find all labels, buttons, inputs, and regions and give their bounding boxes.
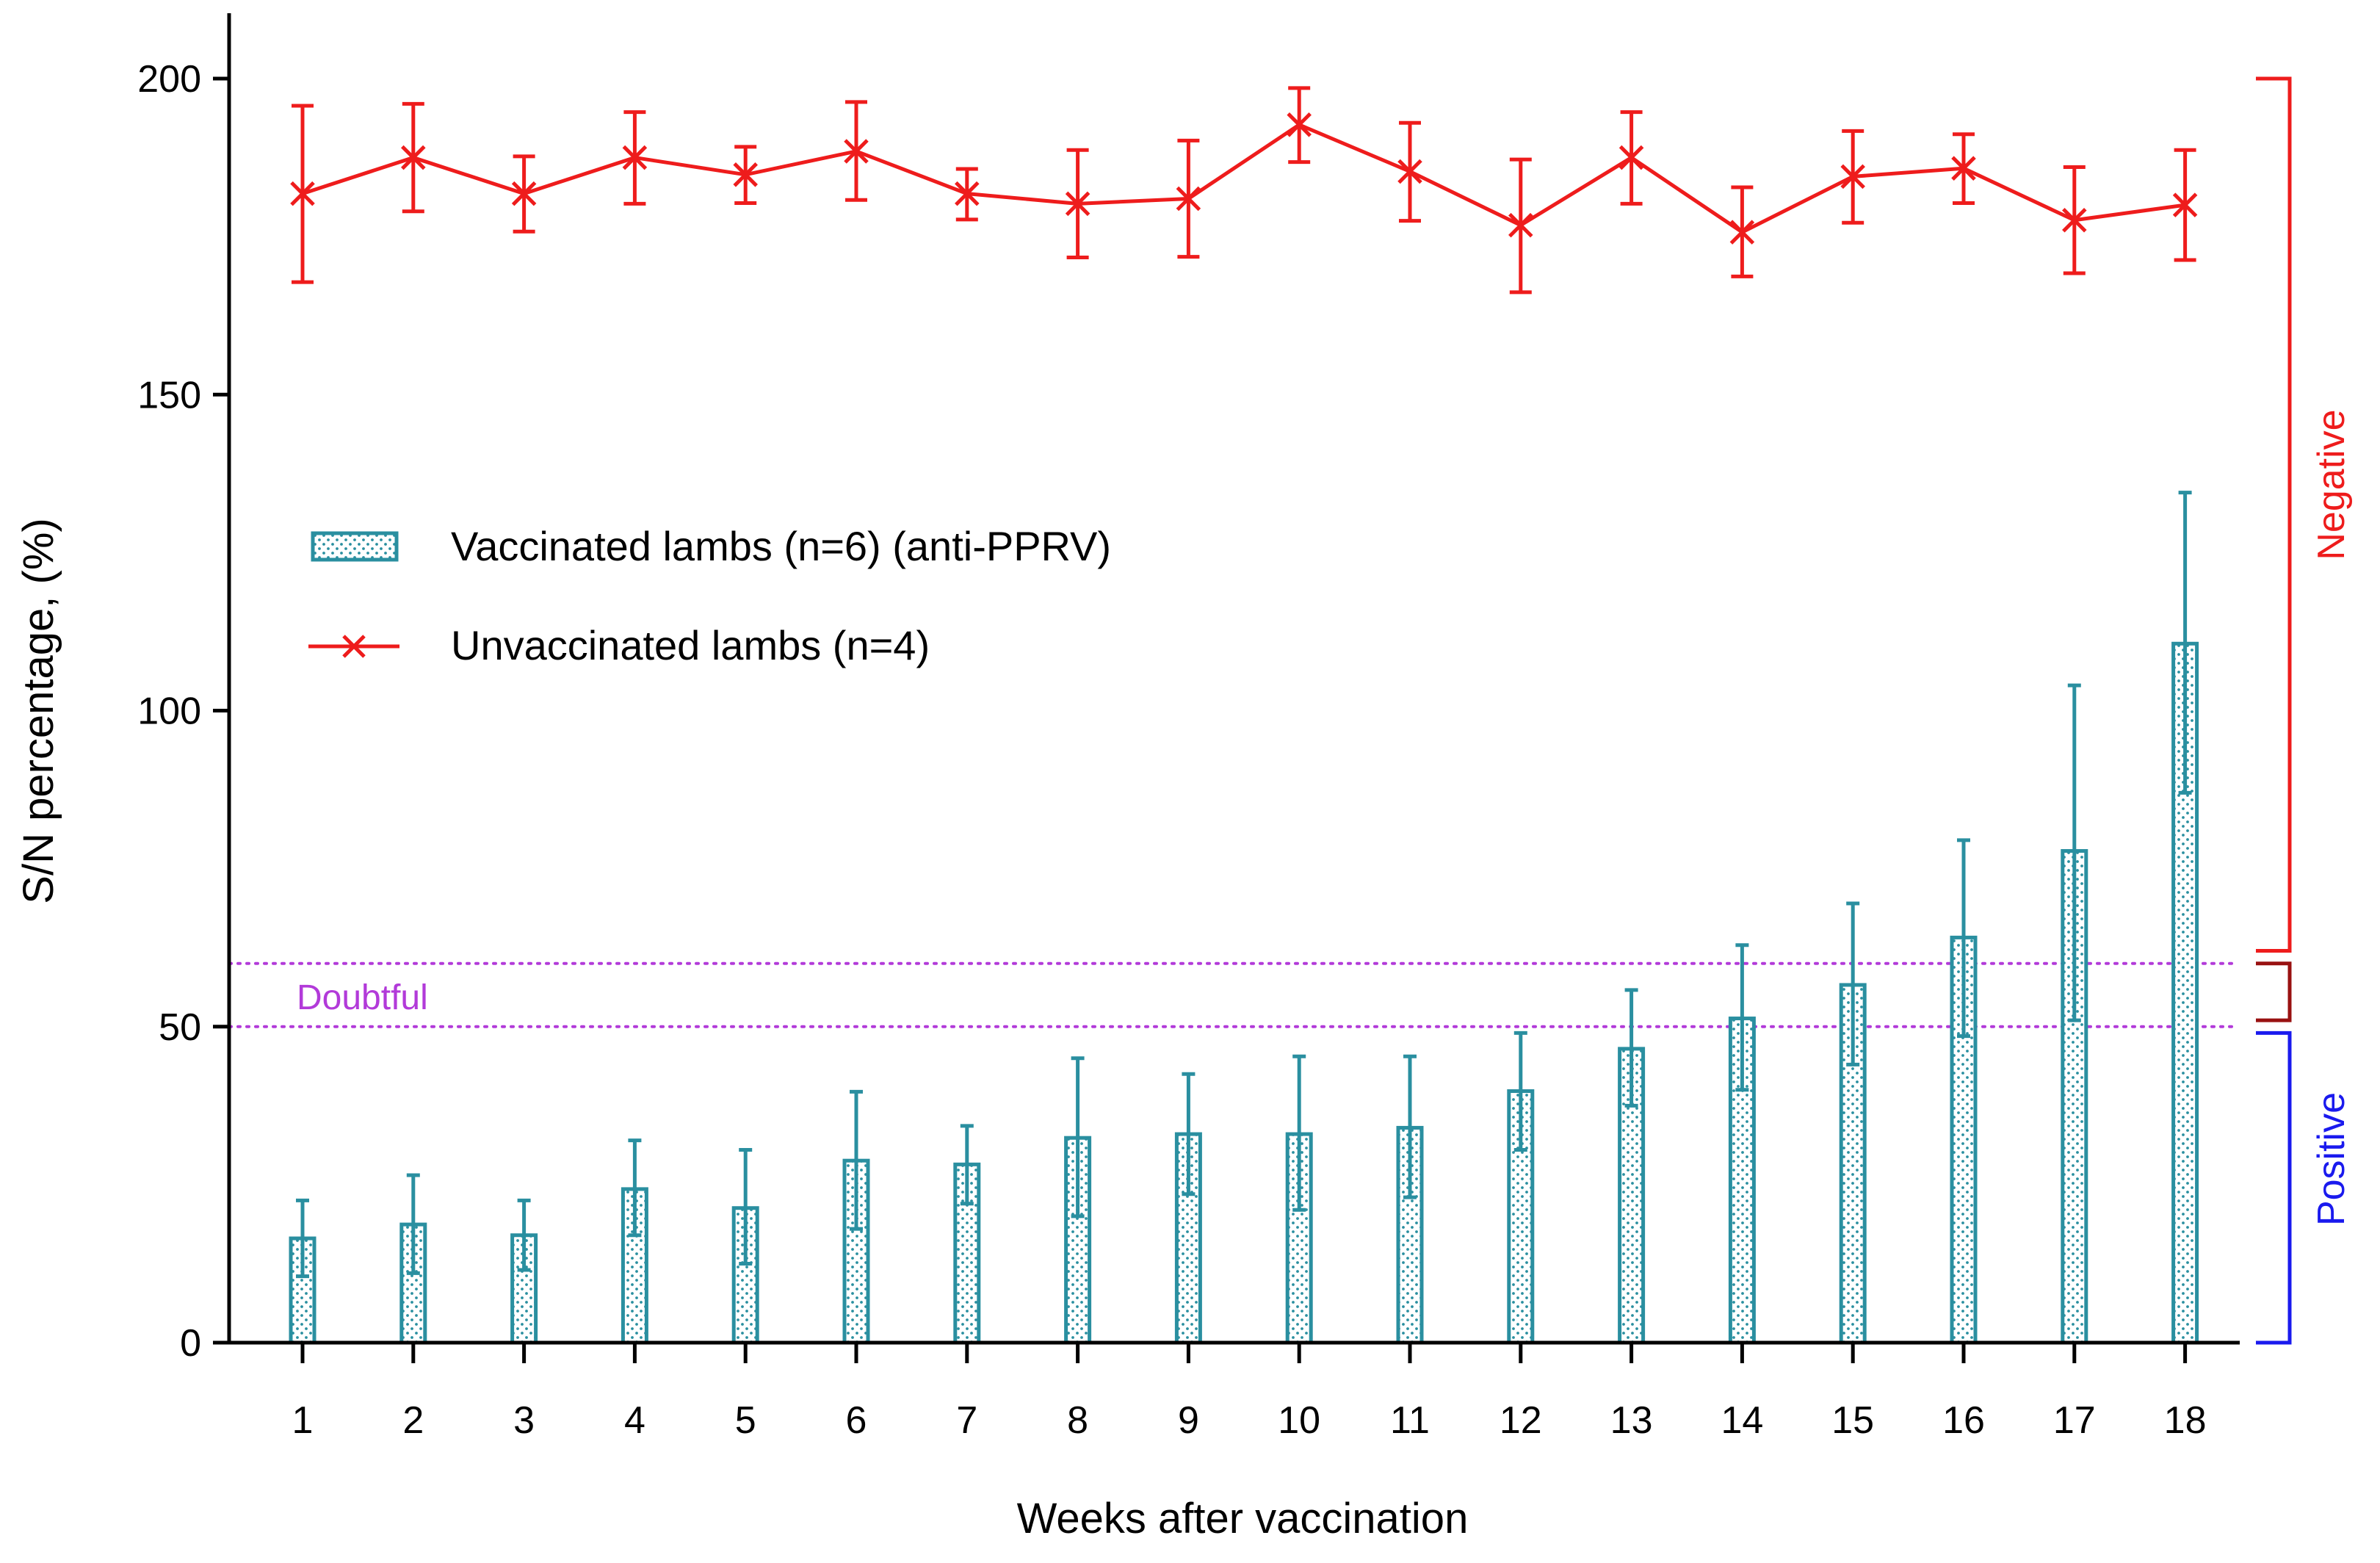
x-marker-stroke: [2062, 207, 2087, 233]
legend-swatch-vaccinated: [311, 531, 399, 562]
line-marker-week-18: [2172, 192, 2198, 217]
line-marker-week-14: [1729, 220, 1755, 245]
y-tick-label-50: 50: [159, 1006, 201, 1049]
line-marker-week-12: [1508, 212, 1533, 238]
x-marker-stroke: [511, 181, 537, 206]
x-tick-label-7: 7: [956, 1399, 977, 1442]
x-tick-label-18: 18: [2164, 1399, 2207, 1442]
line-marker-week-17: [2062, 207, 2087, 233]
line-marker-week-5: [733, 162, 758, 187]
x-marker-stroke: [622, 145, 648, 170]
x-tick-label-17: 17: [2053, 1399, 2096, 1442]
x-marker-stroke: [1397, 159, 1422, 184]
line-marker-week-10: [1287, 112, 1312, 137]
x-axis-label: Weeks after vaccination: [1017, 1495, 1469, 1542]
x-tick-label-16: 16: [1942, 1399, 1985, 1442]
x-marker-stroke: [1508, 212, 1533, 238]
x-marker-stroke: [1287, 112, 1312, 137]
line-unvaccinated: [302, 123, 2185, 234]
y-axis-label: S/N percentage, (%): [15, 518, 62, 903]
x-marker-stroke: [1729, 220, 1755, 245]
doubtful-bracket: [2256, 961, 2292, 1022]
x-marker-stroke: [733, 162, 758, 187]
line-marker-week-13: [1618, 145, 1644, 170]
legend: Vaccinated lambs (n=6) (anti-PPRV) Unvacc…: [308, 523, 1111, 668]
x-tick-label-4: 4: [624, 1399, 645, 1442]
line-marker-week-6: [844, 139, 869, 164]
y-tick-label-100: 100: [137, 690, 201, 733]
x-marker-stroke: [844, 139, 869, 164]
positive-label: Positive: [2310, 1092, 2353, 1226]
x-tick-label-15: 15: [1831, 1399, 1874, 1442]
line-marker-week-15: [1840, 164, 1865, 189]
y-tick-label-150: 150: [137, 374, 201, 416]
x-marker-stroke: [401, 145, 426, 170]
x-tick-label-9: 9: [1178, 1399, 1199, 1442]
x-tick-label-2: 2: [402, 1399, 424, 1442]
x-marker-stroke: [1176, 186, 1201, 212]
x-marker-stroke: [1065, 191, 1090, 217]
line-marker-week-8: [1065, 191, 1090, 217]
bar-week-10: [1285, 1132, 1313, 1345]
negative-label: Negative: [2310, 409, 2353, 560]
line-marker-week-11: [1397, 159, 1422, 184]
x-marker-stroke: [1840, 164, 1865, 189]
x-marker-stroke: [1618, 145, 1644, 170]
x-tick-label-5: 5: [735, 1399, 756, 1442]
line-marker-week-4: [622, 145, 648, 170]
x-tick-label-10: 10: [1278, 1399, 1320, 1442]
line-marker-week-9: [1176, 186, 1201, 212]
x-tick-label-6: 6: [846, 1399, 867, 1442]
negative-bracket: [2256, 76, 2292, 953]
x-tick-label-12: 12: [1500, 1399, 1542, 1442]
doubtful-label: Doubtful: [297, 978, 428, 1017]
y-tick-label-0: 0: [180, 1322, 201, 1365]
positive-bracket: [2256, 1030, 2292, 1345]
legend-label-vaccinated: Vaccinated lambs (n=6) (anti-PPRV): [451, 523, 1111, 569]
x-marker-stroke: [1951, 156, 1976, 181]
line-marker-week-1: [290, 181, 315, 206]
x-marker-stroke: [955, 181, 980, 206]
x-tick-label-11: 11: [1390, 1399, 1430, 1442]
legend-label-unvaccinated: Unvaccinated lambs (n=4): [451, 622, 930, 668]
line-marker-week-3: [511, 181, 537, 206]
x-marker-stroke: [2172, 192, 2198, 217]
line-marker-week-7: [955, 181, 980, 206]
x-tick-label-3: 3: [513, 1399, 535, 1442]
y-tick-label-200: 200: [137, 58, 201, 101]
legend-swatch-marker-stroke: [342, 635, 366, 658]
line-marker-week-2: [401, 145, 426, 170]
x-tick-label-8: 8: [1067, 1399, 1088, 1442]
x-tick-label-13: 13: [1610, 1399, 1653, 1442]
line-marker-week-16: [1951, 156, 1976, 181]
x-marker-stroke: [290, 181, 315, 206]
x-tick-label-14: 14: [1721, 1399, 1763, 1442]
x-tick-label-1: 1: [292, 1399, 314, 1442]
